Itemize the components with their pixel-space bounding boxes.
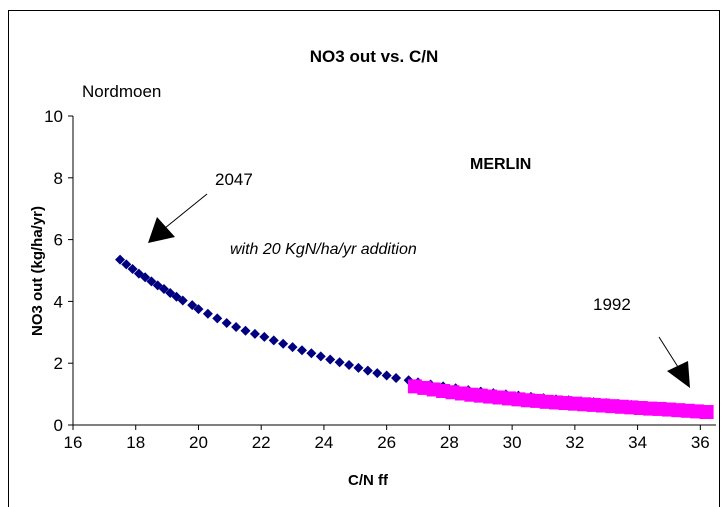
- data-point-diamond: [177, 295, 188, 306]
- data-point-diamond: [127, 263, 138, 274]
- end-year-label: 1992: [593, 295, 631, 314]
- start-year-label: 2047: [215, 170, 253, 189]
- data-point-diamond: [296, 345, 307, 356]
- data-point-diamond: [140, 272, 151, 283]
- x-tick-label: 26: [377, 433, 396, 452]
- x-tick-label: 32: [565, 433, 584, 452]
- x-tick-label: 16: [64, 433, 83, 452]
- y-tick-label: 2: [54, 354, 63, 373]
- x-tick-label: 30: [503, 433, 522, 452]
- model-label: MERLIN: [470, 156, 531, 173]
- data-marks: [115, 254, 714, 420]
- data-point-diamond: [221, 318, 232, 329]
- data-point-diamond: [372, 368, 383, 379]
- data-point-diamond: [315, 351, 326, 362]
- data-point-diamond: [334, 357, 345, 368]
- y-tick-label: 10: [44, 107, 63, 126]
- start-year-arrow-shaft: [164, 193, 208, 229]
- data-point-diamond: [240, 325, 251, 336]
- chart-title: NO3 out vs. C/N: [310, 47, 438, 66]
- series-1: [407, 379, 714, 420]
- data-point-diamond: [115, 254, 126, 265]
- data-point-diamond: [287, 342, 298, 353]
- x-tick-label: 36: [691, 433, 710, 452]
- y-tick-label: 4: [54, 292, 63, 311]
- site-label: Nordmoen: [82, 82, 161, 101]
- y-tick-label: 8: [54, 169, 63, 188]
- data-point-diamond: [249, 328, 260, 339]
- start-year-arrow-head: [148, 217, 175, 243]
- x-tick-label: 24: [314, 433, 333, 452]
- x-tick-label: 22: [252, 433, 271, 452]
- data-point-diamond: [146, 276, 157, 287]
- data-point-square: [699, 405, 714, 420]
- data-point-diamond: [344, 360, 355, 371]
- data-point-diamond: [259, 331, 270, 342]
- data-point-diamond: [212, 313, 223, 324]
- x-tick-label: 18: [126, 433, 145, 452]
- chart-frame: [8, 10, 720, 507]
- y-tick-label: 0: [54, 416, 63, 435]
- data-point-diamond: [268, 335, 279, 346]
- y-tick-label: 6: [54, 231, 63, 250]
- data-point-diamond: [381, 370, 392, 381]
- data-point-diamond: [362, 365, 373, 376]
- end-year-arrow-head: [667, 361, 690, 388]
- data-point-diamond: [353, 362, 364, 373]
- data-point-diamond: [306, 348, 317, 359]
- x-axis-title: C/N ff: [348, 472, 389, 489]
- data-point-diamond: [278, 338, 289, 349]
- data-point-diamond: [391, 373, 402, 384]
- data-point-diamond: [325, 354, 336, 365]
- x-tick-label: 28: [440, 433, 459, 452]
- end-year-arrow-shaft: [658, 336, 679, 368]
- x-tick-label: 34: [628, 433, 647, 452]
- y-axis-title: NO3 out (kg/ha/yr): [29, 206, 46, 336]
- data-point-diamond: [231, 322, 242, 333]
- data-point-diamond: [193, 304, 204, 315]
- scenario-label: with 20 KgN/ha/yr addition: [230, 241, 417, 258]
- data-point-diamond: [158, 284, 169, 295]
- x-tick-label: 20: [189, 433, 208, 452]
- data-point-diamond: [121, 259, 132, 270]
- data-point-diamond: [202, 308, 213, 319]
- data-point-diamond: [187, 300, 198, 311]
